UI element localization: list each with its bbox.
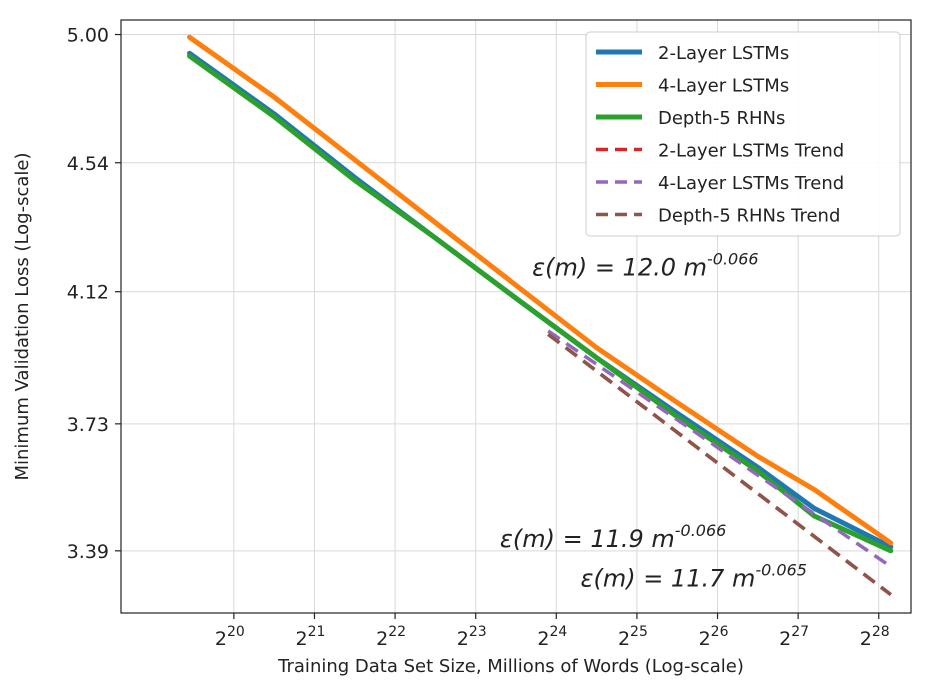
y-tick-label: 4.54 [67, 153, 109, 175]
legend-label-4-layer-lstms-trend: 4-Layer LSTMs Trend [658, 173, 844, 194]
legend: 2-Layer LSTMs 4-Layer LSTMs Depth-5 RHNs 2-… [585, 31, 901, 237]
plot-frame [120, 19, 912, 614]
x-tick-base: 2 [376, 628, 388, 650]
legend-box [585, 31, 901, 237]
x-tick-exponent: 28 [872, 624, 890, 640]
annotation-exponent: -0.065 [755, 561, 807, 580]
x-tick-base: 2 [699, 628, 711, 650]
x-tick-label: 222 [376, 624, 406, 650]
legend-label-2-layer-lstms-trend: 2-Layer LSTMs Trend [658, 141, 844, 162]
y-tick-label: 3.73 [67, 414, 109, 436]
y-tick-label: 3.39 [67, 541, 109, 563]
y-tick-label: 4.12 [67, 282, 109, 304]
x-tick-exponent: 21 [308, 624, 326, 640]
anno-rhn: ε(m) = 11.7 m-0.065 [580, 561, 806, 593]
x-tick-label: 220 [215, 624, 245, 650]
x-tick-exponent: 22 [388, 624, 406, 640]
x-tick-label: 224 [537, 624, 567, 650]
y-axis-label: Minimum Validation Loss (Log-scale) [12, 152, 33, 480]
legend-label-2-layer-lstms: 2-Layer LSTMs [658, 43, 789, 64]
series-line-4-layer-lstms [187, 34, 894, 546]
x-tick-exponent: 27 [791, 624, 809, 640]
annotation-formula: ε(m) = 12.0 m [532, 254, 707, 282]
legend-label-depth-5-rhns-trend: Depth-5 RHNs Trend [658, 206, 840, 227]
x-tick-base: 2 [779, 628, 791, 650]
x-tick-exponent: 24 [549, 624, 567, 640]
x-tick-exponent: 26 [711, 624, 729, 640]
annotation-formula: ε(m) = 11.7 m [580, 565, 755, 593]
annotation-formula: ε(m) = 11.9 m [500, 525, 675, 553]
x-tick-base: 2 [296, 628, 308, 650]
x-tick-base: 2 [860, 628, 872, 650]
series-line-4-layer-lstms-trend [547, 329, 892, 569]
x-axis-label: Training Data Set Size, Millions of Word… [277, 656, 744, 677]
axis-ticks: 220 221 222 223 224 225 226 227 2285.004.544.123… [67, 25, 890, 650]
x-tick-base: 2 [537, 628, 549, 650]
legend-label-depth-5-rhns: Depth-5 RHNs [658, 108, 785, 129]
x-tick-base: 2 [215, 628, 227, 650]
x-tick-label: 221 [296, 624, 326, 650]
x-tick-base: 2 [457, 628, 469, 650]
y-tick-label: 5.00 [67, 25, 109, 47]
x-tick-exponent: 20 [227, 624, 245, 640]
series-line-depth-5-rhns-trend [547, 332, 892, 596]
x-tick-label: 226 [699, 624, 729, 650]
legend-label-4-layer-lstms: 4-Layer LSTMs [658, 76, 789, 97]
x-tick-label: 227 [779, 624, 809, 650]
anno-2layer: ε(m) = 11.9 m-0.066 [500, 521, 726, 553]
series-layer [187, 34, 894, 596]
x-tick-exponent: 23 [469, 624, 487, 640]
x-tick-base: 2 [618, 628, 630, 650]
anno-4layer: ε(m) = 12.0 m-0.066 [532, 250, 758, 282]
annotation-exponent: -0.066 [707, 250, 759, 269]
x-tick-label: 225 [618, 624, 648, 650]
x-tick-exponent: 25 [630, 624, 648, 640]
x-tick-label: 228 [860, 624, 890, 650]
x-tick-label: 223 [457, 624, 487, 650]
annotation-exponent: -0.066 [675, 521, 727, 540]
